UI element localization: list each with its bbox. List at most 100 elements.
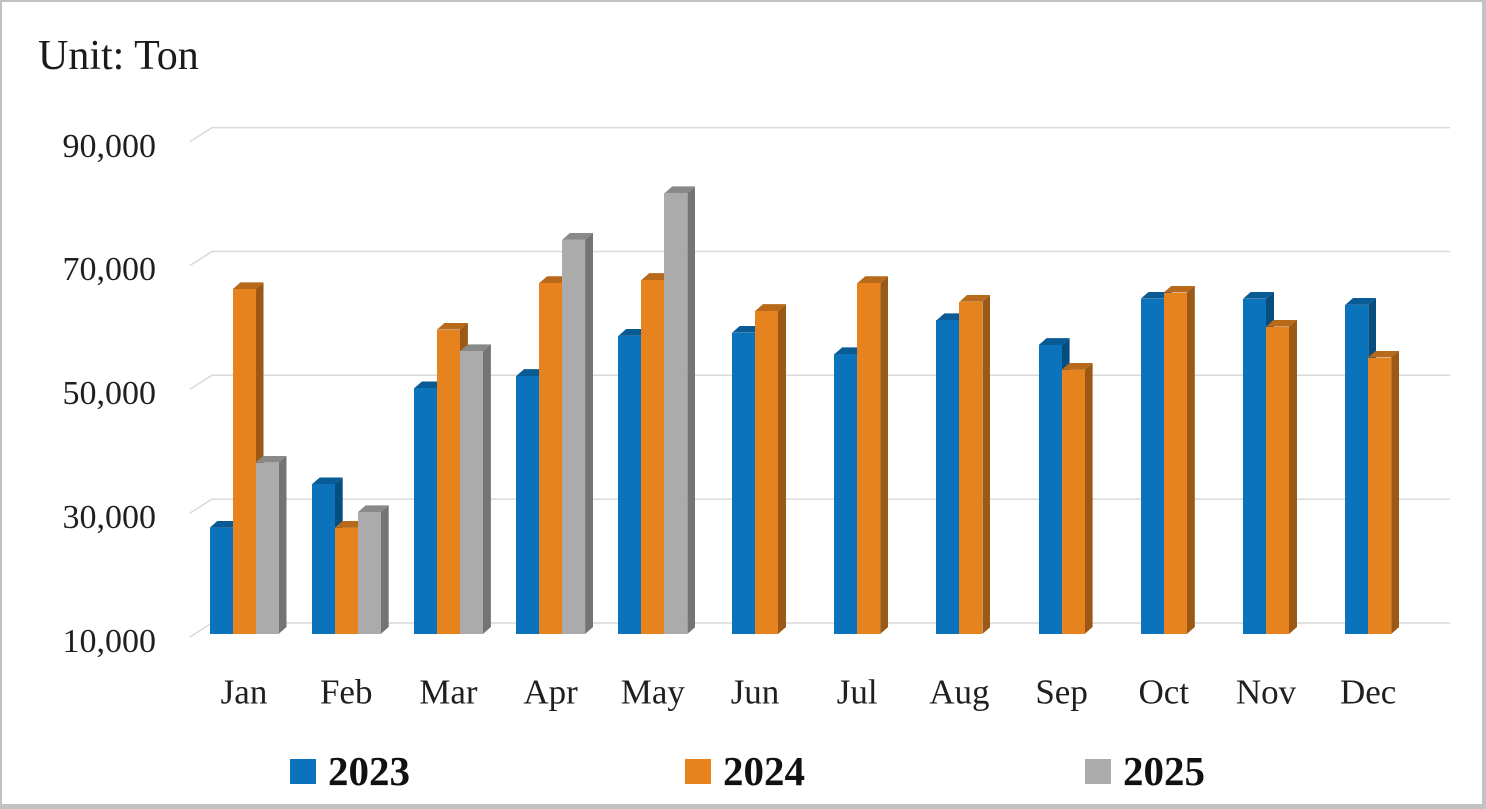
bar-2024-may-top	[641, 273, 672, 280]
chart-title: Unit: Ton	[38, 33, 199, 79]
legend-swatch-2024	[685, 758, 711, 784]
bar-2024-oct-top	[1164, 286, 1195, 293]
bar-2025-feb	[357, 512, 381, 634]
bar-2024-jun-top	[755, 304, 786, 311]
y-tick-label: 10,000	[62, 623, 157, 660]
bar-2025-jan	[255, 462, 279, 634]
bar-2024-aug-top	[959, 295, 990, 302]
legend-swatch-2023	[290, 758, 316, 784]
bar-2024-feb	[334, 527, 358, 634]
gridline	[189, 250, 1450, 267]
y-tick-label: 90,000	[62, 127, 157, 165]
x-tick-label: Oct	[1138, 672, 1190, 712]
gridline	[189, 374, 1450, 390]
legend-item-2023: 2023	[290, 750, 410, 791]
bar-2024-jul	[857, 283, 881, 634]
legend-swatch-2025	[1085, 758, 1111, 784]
bar-2024-apr	[539, 283, 563, 634]
x-tick-label: Jun	[730, 672, 780, 712]
bar-2023-jan-top	[210, 521, 241, 528]
x-tick-label: Dec	[1340, 672, 1397, 712]
bar-2023-jul-top	[834, 347, 865, 354]
bar-2025-may-side	[687, 186, 695, 634]
y-tick-label: 50,000	[62, 375, 157, 413]
bar-2024-mar	[436, 329, 460, 634]
bar-2023-jun-top	[732, 326, 763, 333]
bar-2024-nov	[1266, 326, 1289, 634]
x-tick-label: Feb	[319, 672, 373, 712]
bar-2024-sep-top	[1062, 363, 1093, 370]
bar-2023-sep	[1038, 345, 1062, 634]
bar-2023-apr-top	[516, 369, 547, 376]
bar-2023-mar-top	[414, 381, 445, 388]
bar-2023-jul	[834, 354, 858, 634]
legend-label-2024: 2024	[723, 747, 805, 794]
bar-2024-jan-side	[256, 282, 264, 634]
bar-2024-dec	[1368, 357, 1392, 634]
gridline	[189, 498, 1450, 514]
bar-2025-mar	[459, 351, 483, 634]
bar-2024-nov-side	[1289, 320, 1297, 634]
bar-2025-apr	[562, 239, 586, 634]
bar-2023-oct-top	[1141, 292, 1172, 299]
x-tick-label: Jul	[836, 672, 878, 712]
bar-2023-feb	[311, 484, 335, 634]
bar-2024-jul-top	[857, 276, 888, 283]
legend-label-2025: 2025	[1123, 747, 1205, 794]
bar-2023-dec	[1345, 304, 1369, 634]
bar-2025-apr-top	[562, 233, 593, 240]
gridline	[189, 126, 1450, 143]
x-tick-label: Apr	[523, 672, 578, 712]
bar-2024-oct	[1163, 292, 1187, 634]
bar-2023-aug	[936, 320, 960, 634]
y-tick-label: 30,000	[62, 499, 157, 537]
bar-2023-apr	[516, 376, 540, 634]
x-tick-label: Jan	[220, 672, 268, 712]
bar-2024-sep-side	[1085, 363, 1093, 634]
bar-2024-aug	[959, 301, 983, 634]
bar-2024-jun	[755, 311, 778, 634]
bar-2023-mar	[413, 388, 437, 634]
bar-2024-oct-side	[1187, 286, 1195, 634]
bar-2025-mar-side	[483, 344, 491, 634]
bar-2025-may-top	[664, 186, 695, 193]
bar-2023-feb-top	[312, 477, 343, 484]
bar-2023-sep-top	[1039, 338, 1070, 345]
bar-2023-oct	[1140, 298, 1164, 634]
bar-2023-jun	[732, 332, 755, 634]
bar-2023-dec-top	[1345, 298, 1376, 305]
bar-2024-feb-top	[335, 521, 366, 528]
bar-2024-apr-top	[539, 276, 570, 283]
bar-2024-dec-top	[1368, 351, 1399, 358]
bar-2024-may	[641, 280, 665, 634]
x-tick-label: Sep	[1035, 672, 1088, 712]
bar-2025-apr-side	[585, 233, 593, 634]
bar-2025-jan-top	[256, 456, 287, 463]
bar-2025-jan-side	[279, 456, 287, 634]
y-tick-label: 70,000	[62, 251, 157, 289]
bar-2025-mar-top	[460, 344, 491, 351]
bar-2024-jun-side	[778, 304, 786, 634]
bar-2025-may	[664, 193, 688, 634]
bar-2024-jul-side	[880, 276, 888, 634]
legend-item-2025: 2025	[1085, 750, 1205, 791]
bar-2024-jan	[232, 289, 256, 634]
bar-2025-feb-top	[358, 505, 389, 512]
x-tick-label: Nov	[1235, 672, 1297, 712]
bar-2024-jan-top	[233, 282, 264, 289]
bar-2024-aug-side	[982, 295, 990, 634]
bar-2023-may-top	[618, 329, 649, 336]
bar-2023-may	[618, 335, 642, 634]
bar-2023-jan	[209, 527, 233, 634]
bar-2023-aug-top	[936, 313, 967, 320]
bar-2024-mar-top	[437, 323, 468, 330]
x-tick-label: Mar	[419, 672, 478, 712]
bar-2024-nov-top	[1266, 320, 1297, 327]
bar-2023-nov-top	[1243, 292, 1274, 299]
x-tick-label: May	[620, 672, 685, 712]
bar-2024-dec-side	[1391, 351, 1399, 634]
legend-item-2024: 2024	[685, 750, 805, 791]
